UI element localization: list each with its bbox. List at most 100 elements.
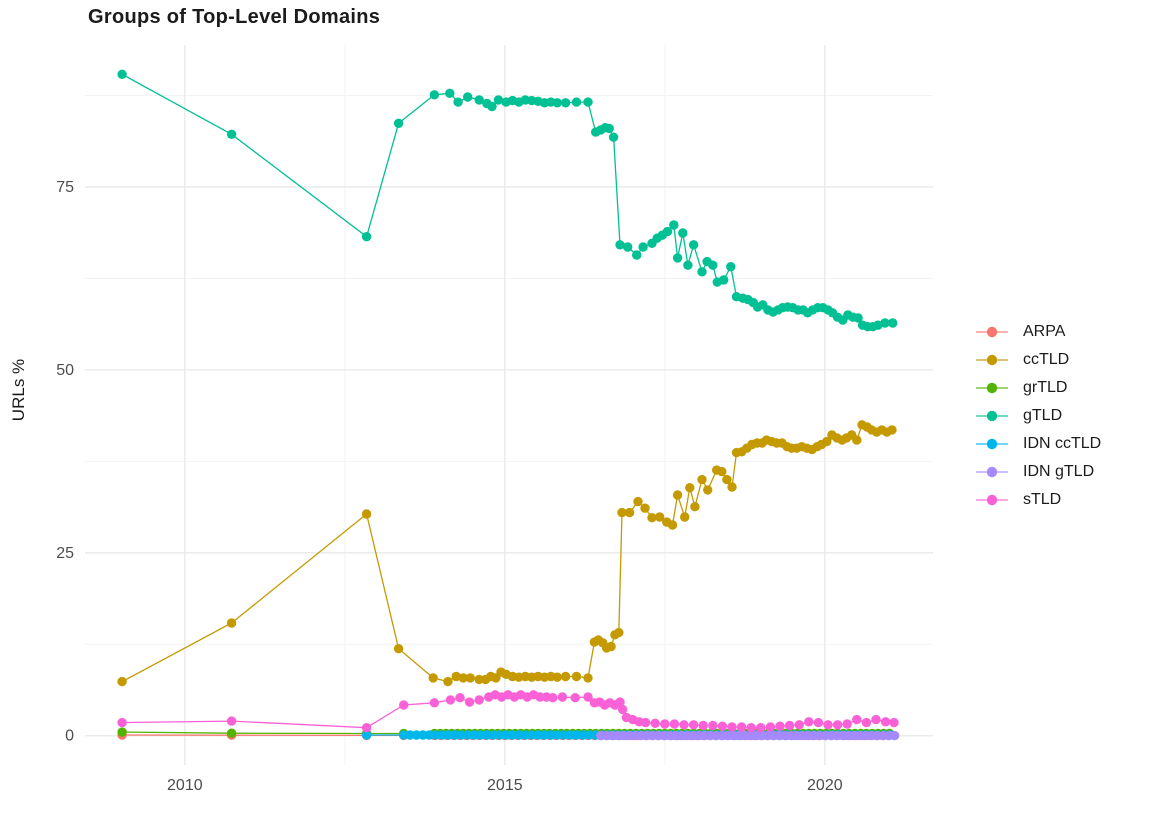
data-point [117,717,127,728]
legend: ARPA ccTLD grTLD gTLD IDN ccTLD IDN gTLD sTLD [975,322,1101,509]
chart-title: Groups of Top-Level Domains [88,6,381,28]
data-point [690,502,700,512]
data-point [464,697,475,707]
data-point [623,242,633,252]
data-point [361,730,372,740]
data-point [617,507,627,518]
data-point [688,720,699,730]
data-point [117,727,127,737]
data-point [226,728,237,738]
data-point [552,672,562,682]
data-point [727,482,737,492]
data-point [660,719,670,729]
data-point [719,275,729,285]
data-point [888,318,898,328]
data-point [889,730,900,741]
data-point [688,240,699,250]
data-point [393,118,404,128]
data-point [889,717,899,728]
data-point [638,242,648,252]
data-point [474,695,484,705]
y-tick-label: 25 [56,545,74,562]
legend-key-icon [976,354,1008,365]
data-point [887,425,897,435]
y-tick-label: 0 [65,728,74,745]
x-tick-label: 2020 [807,777,843,794]
y-tick-label: 75 [56,179,74,196]
data-point [445,88,455,99]
data-point [571,97,582,107]
data-point [548,693,558,703]
data-point [226,618,237,628]
data-point [463,92,473,102]
data-point [784,720,795,731]
cctld-points [117,420,897,687]
data-point [697,474,707,485]
legend-item-idn-cctld: IDN ccTLD [975,434,1101,453]
data-point [493,95,504,105]
legend-label: grTLD [1023,378,1068,396]
data-point [443,676,453,687]
data-point [717,466,727,477]
gtld-line [121,73,893,328]
data-point [672,490,683,500]
x-tick-label: 2010 [167,777,203,794]
legend-key-icon [976,382,1008,393]
legend-item-grtld: grTLD [975,378,1101,397]
data-point [717,721,728,731]
data-point [451,671,461,682]
data-point [560,98,571,108]
data-point [583,673,593,683]
legend-key-dot [986,354,998,365]
data-point [606,641,616,652]
legend-key-icon [976,438,1008,449]
data-point [429,90,440,100]
data-point [669,220,679,230]
data-point [756,723,766,733]
data-point [552,98,562,108]
data-point [655,512,665,522]
data-point [117,69,127,80]
data-point [852,714,862,725]
data-point [880,318,890,328]
legend-label: sTLD [1023,490,1062,508]
data-point [571,671,582,682]
legend-key-icon [976,466,1008,477]
data-point [650,718,660,728]
data-point [617,704,628,715]
data-point [680,512,690,522]
data-point [560,671,571,682]
data-point [726,262,736,272]
data-point [399,700,409,710]
data-point [685,483,695,493]
data-point [429,698,440,708]
legend-item-arpa: ARPA [975,322,1101,341]
data-point [615,697,625,707]
data-point [853,313,863,323]
data-point [746,723,756,733]
legend-key-icon [976,410,1008,421]
data-point [428,673,438,683]
data-point [765,722,776,732]
data-point [722,474,732,485]
data-point [583,97,593,107]
data-point [880,717,891,727]
data-point [583,692,593,702]
data-point [615,240,625,250]
data-point [624,507,635,518]
legend-key-dot [986,466,998,477]
legend-key-dot [986,326,998,337]
data-point [697,267,707,277]
data-point [226,716,237,726]
data-point [614,627,624,638]
data-point [226,129,237,139]
legend-key-dot [986,494,998,505]
data-point [822,436,832,447]
data-point [117,676,127,687]
data-point [640,717,651,728]
data-point [852,435,862,445]
data-point [727,722,737,732]
data-point [823,720,833,730]
data-point [608,132,619,142]
stld-points [117,690,899,733]
